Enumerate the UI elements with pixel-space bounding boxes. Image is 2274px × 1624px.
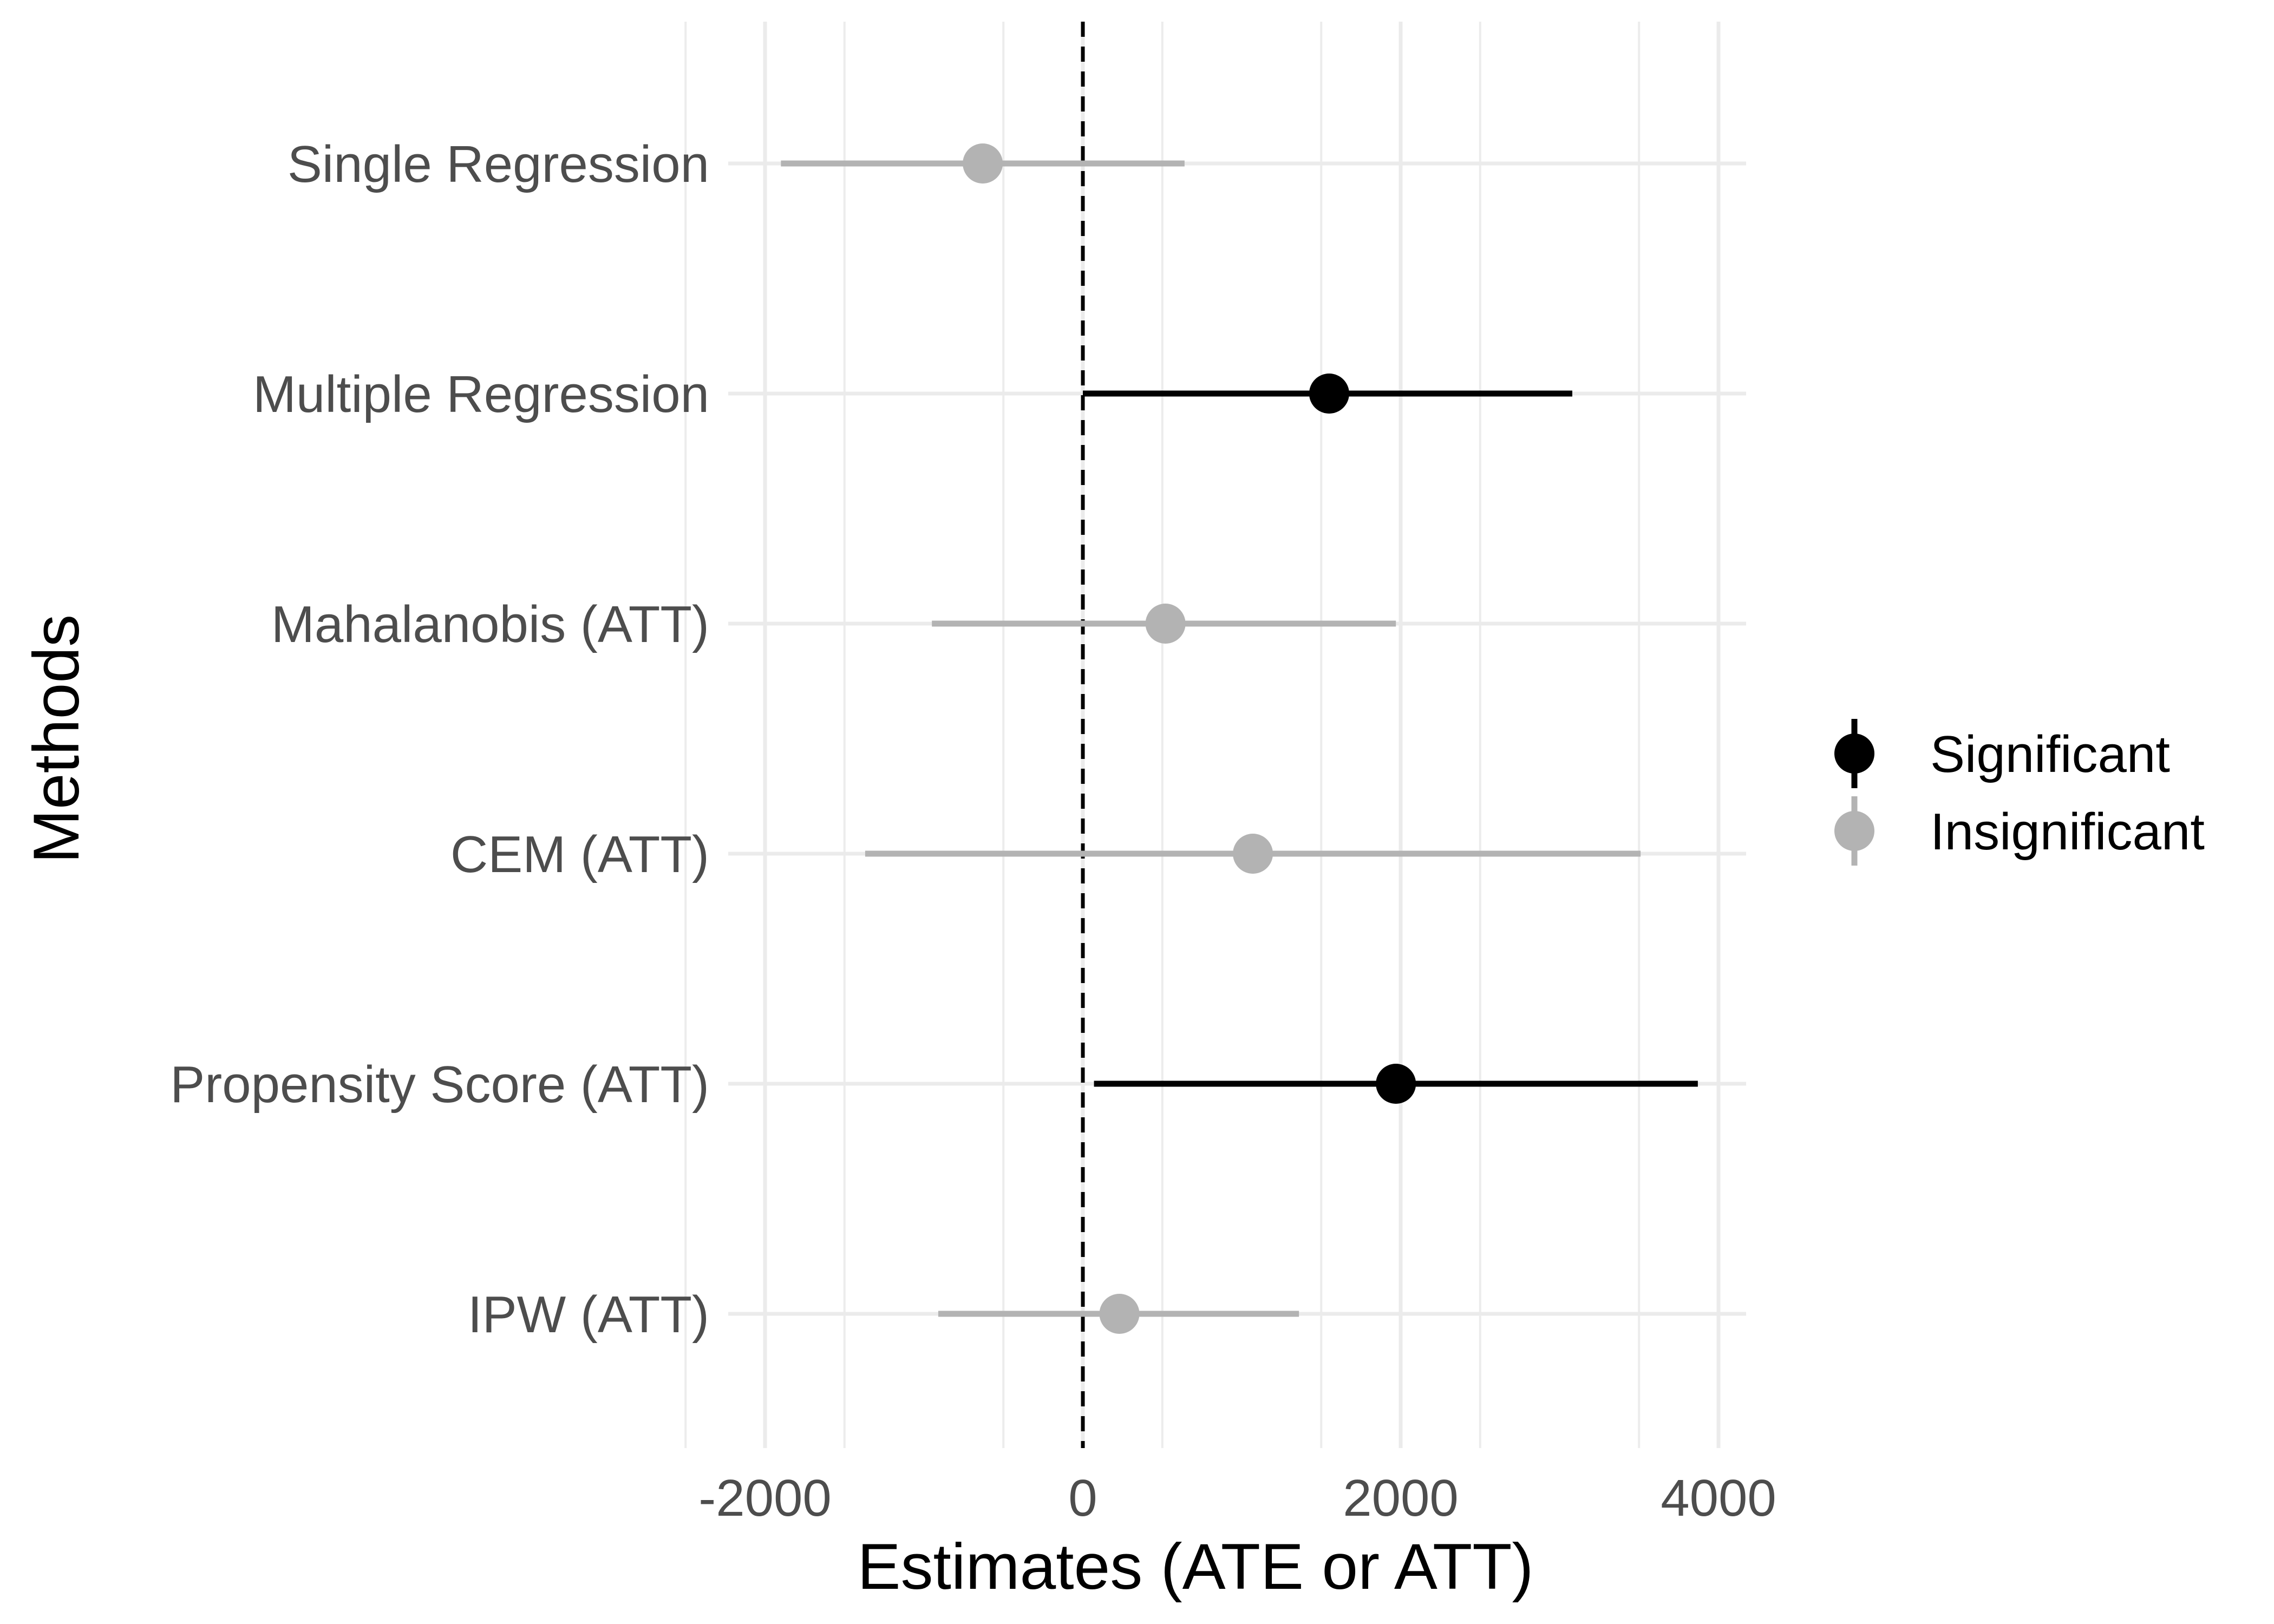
x-axis-title: Estimates (ATE or ATT) <box>857 1530 1533 1603</box>
estimate-point <box>1145 604 1186 644</box>
legend-label: Significant <box>1930 725 2170 783</box>
estimate-point <box>963 143 1003 184</box>
x-axis-tick-labels: -2000 0 2000 4000 <box>698 1469 1776 1527</box>
y-tick-label: Mahalanobis (ATT) <box>271 595 709 653</box>
legend-label: Insignificant <box>1930 803 2205 861</box>
estimate-point <box>1099 1294 1140 1334</box>
legend-key-point <box>1834 734 1874 774</box>
y-axis-tick-labels: Single Regression Multiple Regression Maha… <box>170 135 709 1344</box>
x-tick-label: -2000 <box>698 1469 832 1527</box>
y-tick-label: Propensity Score (ATT) <box>170 1056 709 1114</box>
x-tick-label: 4000 <box>1661 1469 1776 1527</box>
estimate-series <box>781 143 1698 1334</box>
legend: Significant Insignificant <box>1834 719 2205 866</box>
y-axis-title: Methods <box>20 614 93 863</box>
x-tick-label: 0 <box>1068 1469 1097 1527</box>
y-tick-label: Single Regression <box>287 135 709 193</box>
y-tick-label: IPW (ATT) <box>468 1286 709 1344</box>
estimate-point <box>1233 834 1273 874</box>
x-tick-label: 2000 <box>1343 1469 1459 1527</box>
y-tick-label: CEM (ATT) <box>450 826 709 883</box>
y-tick-label: Multiple Regression <box>253 365 709 423</box>
legend-key-point <box>1834 811 1874 851</box>
estimate-point <box>1376 1064 1416 1104</box>
estimate-point <box>1309 374 1349 414</box>
